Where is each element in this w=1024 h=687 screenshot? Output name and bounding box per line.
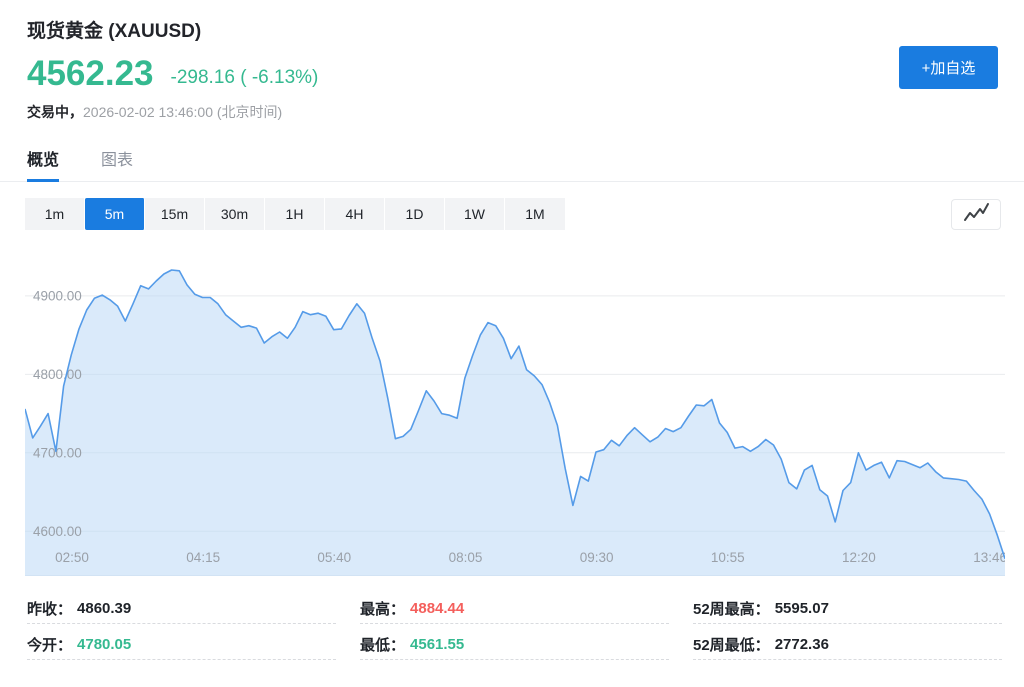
timeframe-button-4H[interactable]: 4H bbox=[325, 198, 385, 230]
timeframe-button-1W[interactable]: 1W bbox=[445, 198, 505, 230]
stat-row: 最高： 4884.44 bbox=[360, 594, 669, 624]
x-tick-label: 05:40 bbox=[317, 550, 351, 565]
stat-label: 昨收： bbox=[27, 601, 73, 618]
tab-0[interactable]: 概览 bbox=[27, 146, 60, 182]
stat-value: 5595.07 bbox=[774, 600, 829, 617]
stat-value: 4561.55 bbox=[410, 636, 465, 653]
stat-value: 4884.44 bbox=[410, 600, 465, 617]
x-tick-label: 13:46 bbox=[973, 550, 1005, 565]
stat-row: 52周最高： 5595.07 bbox=[693, 594, 1002, 624]
y-tick-label: 4700.00 bbox=[33, 445, 82, 460]
price-chart[interactable]: 4900.00 4800.00 4700.00 4600.00 02:50 04:15 05… bbox=[25, 241, 1005, 576]
timeframe-selector: 1m 5m 15m 30m 1H 4H 1D 1W 1M bbox=[25, 198, 565, 230]
stat-row: 今开： 4780.05 bbox=[27, 630, 336, 660]
timeframe-button-5m[interactable]: 5m bbox=[85, 198, 145, 230]
stats-column-0: 昨收： 4860.39 今开： 4780.05 bbox=[27, 588, 336, 660]
view-tabs: 概览 图表 bbox=[0, 146, 1024, 182]
chart-line bbox=[25, 269, 1005, 559]
timeframe-button-30m[interactable]: 30m bbox=[205, 198, 265, 230]
x-tick-label: 10:55 bbox=[711, 550, 745, 565]
stat-label: 最低： bbox=[360, 637, 406, 654]
x-tick-label: 04:15 bbox=[186, 550, 220, 565]
add-watchlist-button[interactable]: +加自选 bbox=[899, 46, 998, 89]
price-change: -298.16 ( -6.13%) bbox=[170, 67, 319, 88]
y-axis-labels: 4900.00 4800.00 4700.00 4600.00 bbox=[33, 288, 82, 538]
x-tick-label: 12:20 bbox=[842, 550, 876, 565]
y-tick-label: 4600.00 bbox=[33, 524, 82, 539]
stat-label: 52周最高： bbox=[693, 601, 770, 618]
timeframe-button-1D[interactable]: 1D bbox=[385, 198, 445, 230]
trading-status-label: 交易中， bbox=[27, 104, 83, 120]
timeframe-button-1m[interactable]: 1m bbox=[25, 198, 85, 230]
trading-status-time: 2026-02-02 13:46:00 (北京时间) bbox=[83, 104, 283, 120]
stat-value: 4780.05 bbox=[77, 636, 132, 653]
y-tick-label: 4900.00 bbox=[33, 288, 82, 303]
tab-1[interactable]: 图表 bbox=[101, 152, 134, 169]
line-chart-icon bbox=[961, 200, 991, 229]
stat-row: 最低： 4561.55 bbox=[360, 630, 669, 660]
timeframe-button-1M[interactable]: 1M bbox=[525, 206, 545, 222]
stats-grid: 昨收： 4860.39 今开： 4780.05 最高： 4884.44 最低： 4561.55… bbox=[27, 588, 1002, 660]
trading-status: 交易中，2026-02-02 13:46:00 (北京时间) bbox=[27, 102, 998, 122]
last-price: 4562.23 bbox=[27, 54, 154, 93]
x-tick-label: 09:30 bbox=[580, 550, 614, 565]
stats-column-1: 最高： 4884.44 最低： 4561.55 bbox=[360, 588, 669, 660]
stat-label: 52周最低： bbox=[693, 637, 770, 654]
x-tick-label: 02:50 bbox=[55, 550, 89, 565]
timeframe-button-15m[interactable]: 15m bbox=[145, 198, 205, 230]
stats-column-2: 52周最高： 5595.07 52周最低： 2772.36 bbox=[693, 588, 1002, 660]
quote-header: 现货黄金 (XAUUSD) 4562.23 -298.16 ( -6.13%) … bbox=[0, 0, 1024, 122]
stat-row: 昨收： 4860.39 bbox=[27, 594, 336, 624]
x-axis-labels: 02:50 04:15 05:40 08:05 09:30 10:55 12:20 13:46 bbox=[55, 550, 1005, 565]
price-chart-svg: 4900.00 4800.00 4700.00 4600.00 02:50 04:15 05… bbox=[25, 269, 1005, 576]
chart-type-button[interactable] bbox=[951, 198, 1001, 230]
y-tick-label: 4800.00 bbox=[33, 367, 82, 382]
timeframe-button-1H[interactable]: 1H bbox=[265, 198, 325, 230]
stat-value: 4860.39 bbox=[77, 600, 132, 617]
instrument-title: 现货黄金 (XAUUSD) bbox=[27, 21, 202, 42]
stat-row: 52周最低： 2772.36 bbox=[693, 630, 1002, 660]
stat-label: 最高： bbox=[360, 601, 406, 618]
price-row: 4562.23 -298.16 ( -6.13%) bbox=[27, 55, 998, 93]
stat-value: 2772.36 bbox=[774, 636, 829, 653]
chart-area bbox=[25, 270, 1005, 576]
stat-label: 今开： bbox=[27, 637, 73, 654]
chart-toolbar: 1m 5m 15m 30m 1H 4H 1D 1W 1M bbox=[25, 198, 1001, 230]
x-tick-label: 08:05 bbox=[449, 550, 483, 565]
